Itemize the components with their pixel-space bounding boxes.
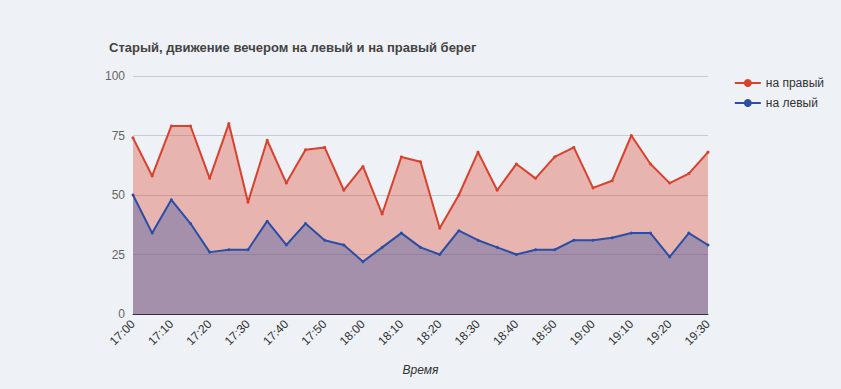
svg-text:17:40: 17:40 [260, 317, 291, 348]
svg-text:19:00: 19:00 [567, 317, 598, 348]
svg-text:17:30: 17:30 [222, 317, 253, 348]
svg-text:18:40: 18:40 [490, 317, 521, 348]
svg-text:19:30: 19:30 [682, 317, 713, 348]
svg-text:17:20: 17:20 [184, 317, 215, 348]
svg-text:на правый: на правый [766, 76, 824, 90]
svg-text:18:50: 18:50 [529, 317, 560, 348]
svg-text:19:20: 19:20 [644, 317, 675, 348]
svg-text:19:10: 19:10 [605, 317, 636, 348]
svg-text:на левый: на левый [766, 96, 818, 110]
svg-text:0: 0 [118, 307, 125, 321]
svg-text:18:20: 18:20 [414, 317, 445, 348]
svg-text:18:10: 18:10 [375, 317, 406, 348]
svg-text:Старый, движение вечером на ле: Старый, движение вечером на левый и на п… [109, 40, 477, 55]
svg-text:17:50: 17:50 [299, 317, 330, 348]
svg-text:100: 100 [105, 69, 125, 83]
svg-text:17:00: 17:00 [107, 317, 138, 348]
svg-text:Время: Время [403, 363, 439, 377]
svg-text:17:10: 17:10 [145, 317, 176, 348]
svg-text:75: 75 [112, 129, 126, 143]
svg-text:25: 25 [112, 248, 126, 262]
svg-text:50: 50 [112, 188, 126, 202]
svg-text:18:00: 18:00 [337, 317, 368, 348]
svg-text:18:30: 18:30 [452, 317, 483, 348]
